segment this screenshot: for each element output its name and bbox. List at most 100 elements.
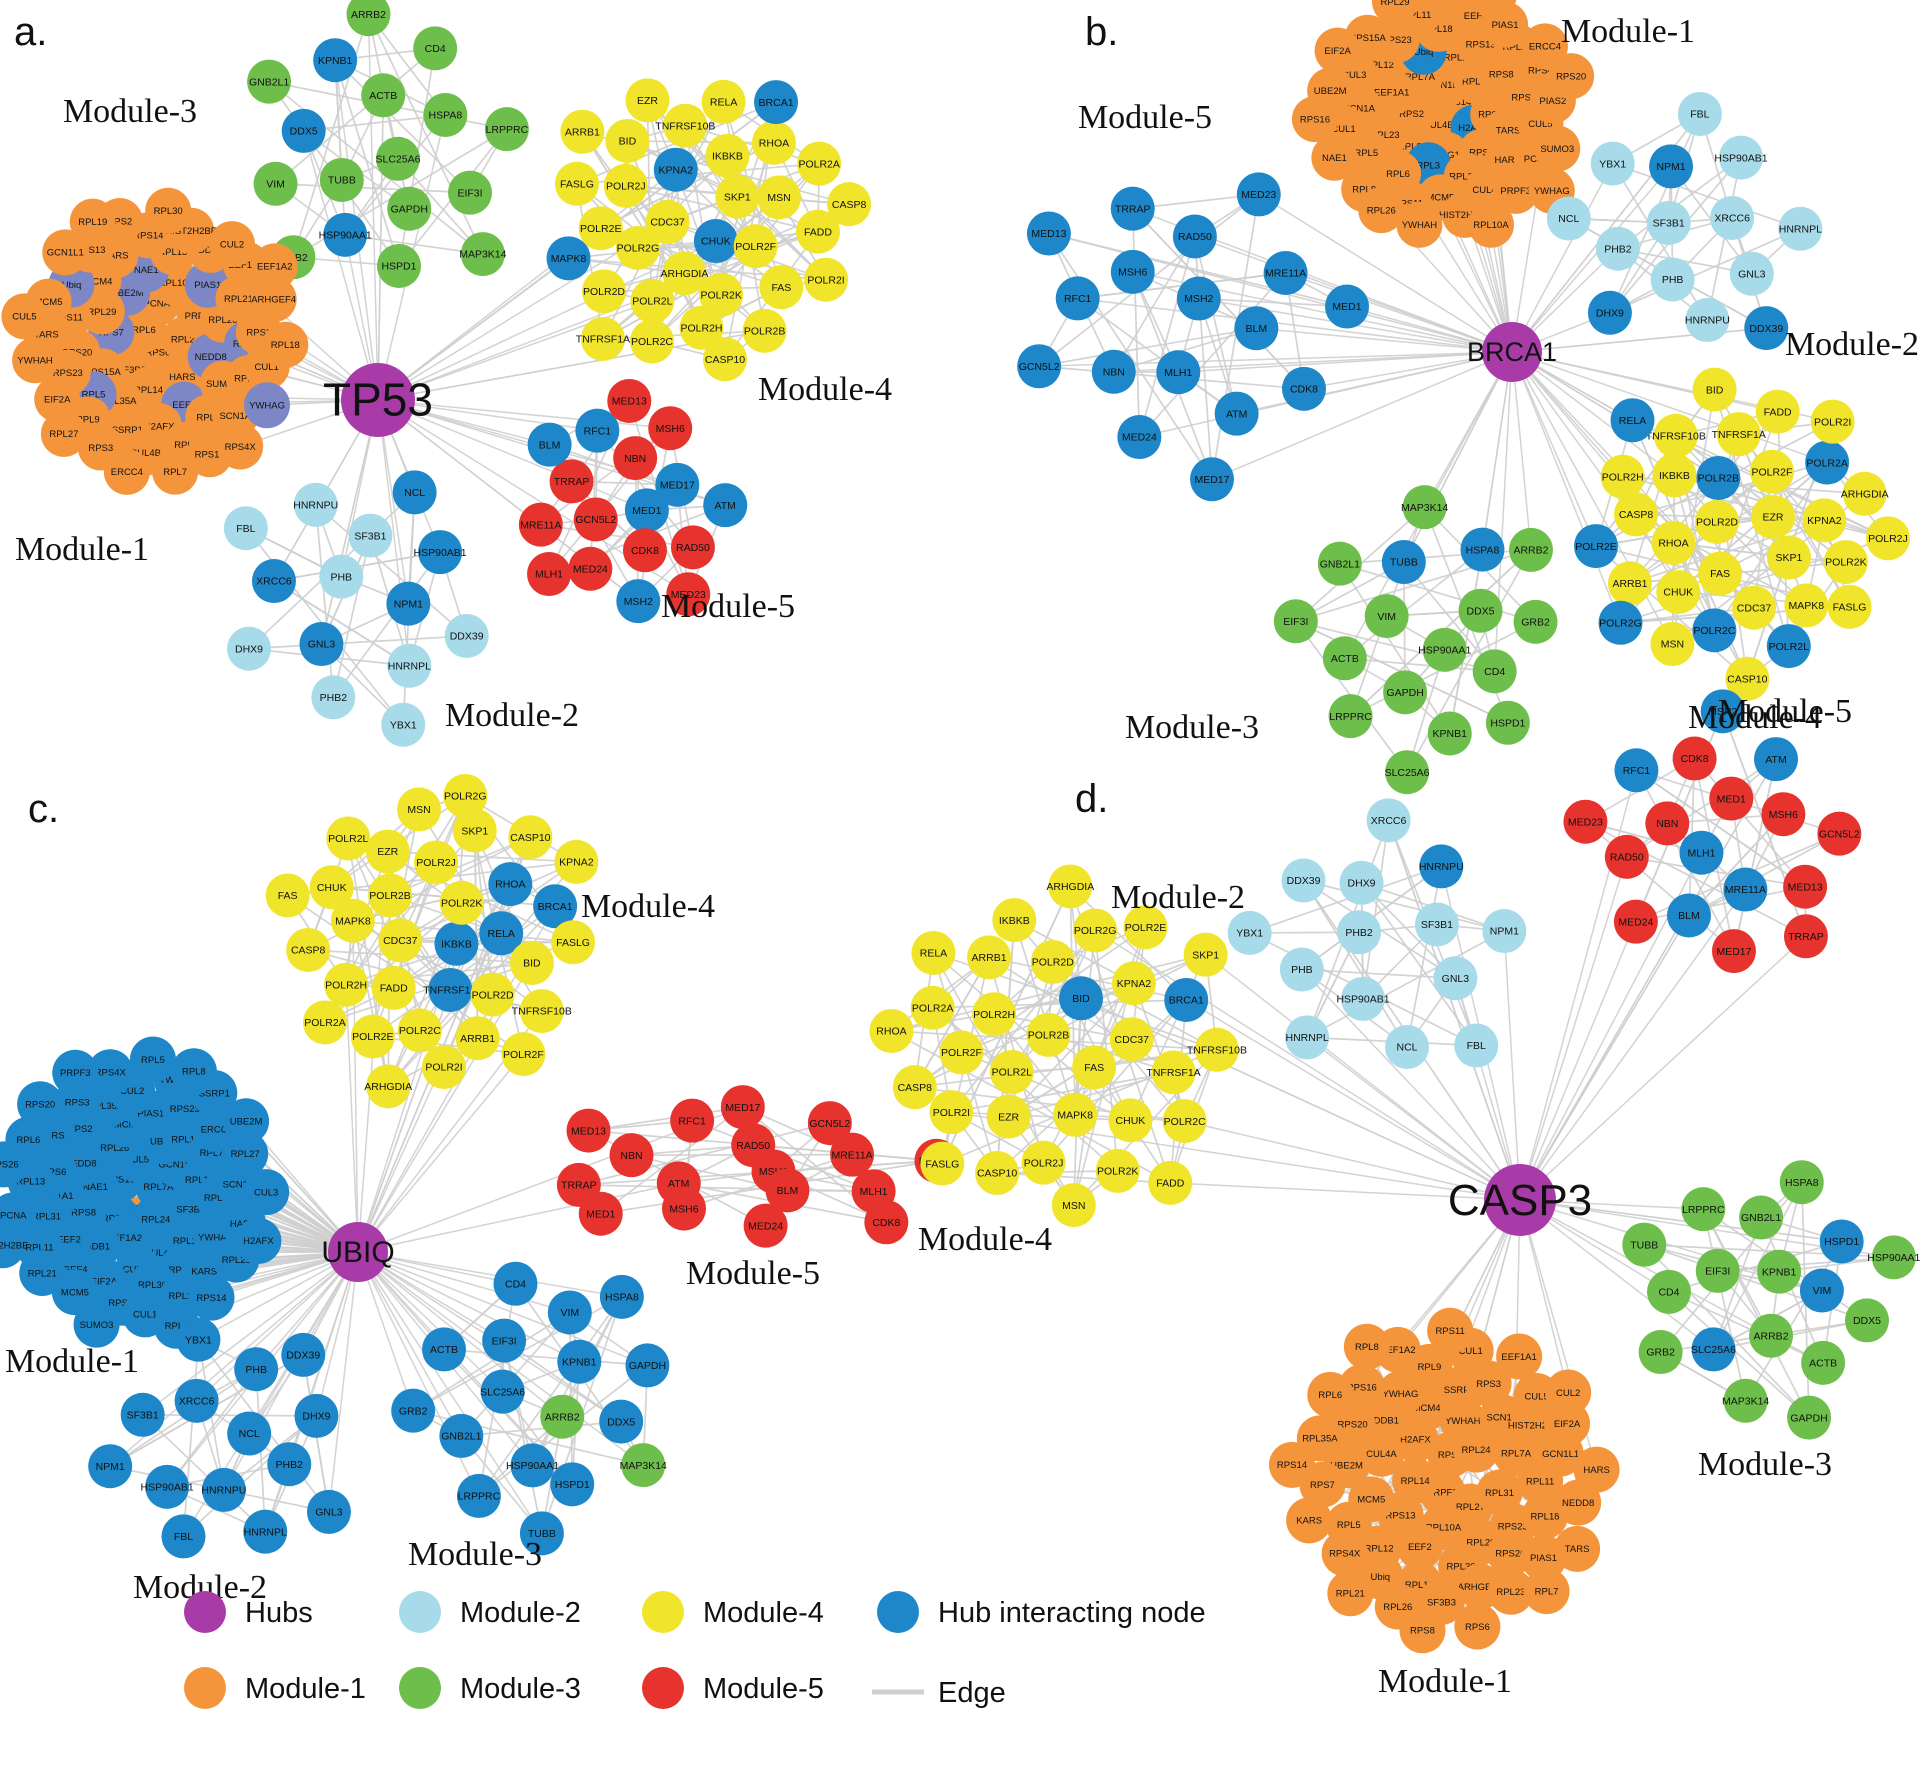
node-RPL30[interactable]: RPL30 <box>145 187 192 234</box>
node-GRB2[interactable]: GRB2 <box>391 1388 436 1433</box>
node-MED13[interactable]: MED13 <box>1026 211 1071 256</box>
node-KPNB1[interactable]: KPNB1 <box>313 38 358 83</box>
node-ACTB[interactable]: ACTB <box>361 73 406 118</box>
node-CASP8[interactable]: CASP8 <box>1614 492 1659 537</box>
node-MED17[interactable]: MED17 <box>720 1085 765 1130</box>
node-HSP90AB1[interactable]: HSP90AB1 <box>414 530 467 575</box>
node-DDX5[interactable]: DDX5 <box>599 1399 644 1444</box>
node-POLR2H[interactable]: POLR2H <box>324 962 369 1007</box>
node-POLR2K[interactable]: POLR2K <box>1095 1148 1140 1193</box>
node-TNFRSF10B[interactable]: TNFRSF10B <box>512 989 572 1034</box>
node-CDC37[interactable]: CDC37 <box>378 918 423 963</box>
node-IKBKB[interactable]: IKBKB <box>1652 453 1697 498</box>
node-PHB2[interactable]: PHB2 <box>1337 910 1382 955</box>
node-RAD50[interactable]: RAD50 <box>731 1123 776 1168</box>
node-CDK8[interactable]: CDK8 <box>622 528 667 573</box>
node-KPNA2[interactable]: KPNA2 <box>1802 498 1847 543</box>
node-GAPDH[interactable]: GAPDH <box>387 186 432 231</box>
node-RPL19[interactable]: RPL19 <box>69 198 116 245</box>
node-KARS[interactable]: KARS <box>1286 1497 1333 1544</box>
node-FASLG[interactable]: FASLG <box>551 920 596 965</box>
node-RELA[interactable]: RELA <box>1610 398 1655 443</box>
node-PHB[interactable]: PHB <box>1650 257 1695 302</box>
node-MAP3K14[interactable]: MAP3K14 <box>459 232 507 277</box>
node-RHOA[interactable]: RHOA <box>488 862 533 907</box>
node-POLR2F[interactable]: POLR2F <box>501 1032 546 1077</box>
node-NPM1[interactable]: NPM1 <box>88 1444 133 1489</box>
node-GCN5L2[interactable]: GCN5L2 <box>807 1101 852 1146</box>
node-MED24[interactable]: MED24 <box>1613 899 1658 944</box>
node-TRRAP[interactable]: TRRAP <box>1110 186 1155 231</box>
node-XRCC6[interactable]: XRCC6 <box>251 559 296 604</box>
node-MSH6[interactable]: MSH6 <box>648 406 693 451</box>
node-XRCC6[interactable]: XRCC6 <box>174 1378 219 1423</box>
node-YWHAH[interactable]: YWHAH <box>12 337 59 384</box>
node-POLR2C[interactable]: POLR2C <box>629 319 674 364</box>
node-RPL27[interactable]: RPL27 <box>40 410 87 457</box>
node-PHB[interactable]: PHB <box>1279 947 1324 992</box>
node-GCN5L2[interactable]: GCN5L2 <box>573 497 618 542</box>
node-POLR2L[interactable]: POLR2L <box>326 816 371 861</box>
node-MED23[interactable]: MED23 <box>1563 799 1608 844</box>
node-BID[interactable]: BID <box>1059 976 1104 1021</box>
node-DDX5[interactable]: DDX5 <box>1458 588 1503 633</box>
node-HNRNPL[interactable]: HNRNPL <box>1285 1015 1330 1060</box>
node-MED17[interactable]: MED17 <box>1189 457 1234 502</box>
node-EEF1A1[interactable]: EEF1A1 <box>1496 1333 1543 1380</box>
node-MED24[interactable]: MED24 <box>743 1203 788 1248</box>
node-CD4[interactable]: CD4 <box>1472 649 1517 694</box>
node-BLM[interactable]: BLM <box>1234 306 1279 351</box>
node-MLH1[interactable]: MLH1 <box>527 552 572 597</box>
node-GNB2L1[interactable]: GNB2L1 <box>439 1413 484 1458</box>
node-MED1[interactable]: MED1 <box>578 1191 623 1236</box>
node-CUL2[interactable]: CUL2 <box>208 221 255 268</box>
node-MED17[interactable]: MED17 <box>655 462 700 507</box>
node-POLR2D[interactable]: POLR2D <box>1030 940 1075 985</box>
node-BLM[interactable]: BLM <box>1666 893 1711 938</box>
node-EIF3I[interactable]: EIF3I <box>448 170 493 215</box>
node-GCN5L2[interactable]: GCN5L2 <box>1017 344 1062 389</box>
node-POLR2G[interactable]: POLR2G <box>1598 600 1643 645</box>
node-RPS6[interactable]: RPS6 <box>1454 1603 1501 1650</box>
node-RHOA[interactable]: RHOA <box>869 1008 914 1053</box>
node-MED23[interactable]: MED23 <box>1236 172 1281 217</box>
node-ACTB[interactable]: ACTB <box>1801 1340 1846 1385</box>
node-POLR2C[interactable]: POLR2C <box>397 1008 442 1053</box>
node-ARRB1[interactable]: ARRB1 <box>967 935 1012 980</box>
node-DHX9[interactable]: DHX9 <box>294 1393 339 1438</box>
node-MAP3K14[interactable]: MAP3K14 <box>1722 1378 1769 1423</box>
hub-CASP3[interactable]: CASP3 <box>1448 1164 1592 1236</box>
node-CDK8[interactable]: CDK8 <box>1281 366 1326 411</box>
node-POLR2J[interactable]: POLR2J <box>1865 516 1910 561</box>
node-ARRB1[interactable]: ARRB1 <box>455 1016 500 1061</box>
node-BLM[interactable]: BLM <box>527 422 572 467</box>
node-MED1[interactable]: MED1 <box>1709 776 1754 821</box>
node-NCL[interactable]: NCL <box>1546 196 1591 241</box>
node-MSH2[interactable]: MSH2 <box>616 579 661 624</box>
node-CASP8[interactable]: CASP8 <box>827 182 872 227</box>
node-MSH6[interactable]: MSH6 <box>1110 249 1155 294</box>
node-HSPD1[interactable]: HSPD1 <box>376 243 421 288</box>
node-PRPF3[interactable]: PRPF3 <box>52 1049 99 1096</box>
node-HSPD1[interactable]: HSPD1 <box>1485 700 1530 745</box>
node-MLH1[interactable]: MLH1 <box>1679 830 1724 875</box>
node-XRCC6[interactable]: XRCC6 <box>1366 798 1411 843</box>
node-POLR2H[interactable]: POLR2H <box>972 992 1017 1037</box>
node-HSP90AB1[interactable]: HSP90AB1 <box>1714 135 1768 180</box>
node-SF3B1[interactable]: SF3B1 <box>1646 200 1691 245</box>
node-YBX1[interactable]: YBX1 <box>176 1317 221 1362</box>
node-RPL18[interactable]: RPL18 <box>262 321 309 368</box>
node-LRPPRC[interactable]: LRPPRC <box>1681 1187 1726 1232</box>
node-POLR2B[interactable]: POLR2B <box>1696 455 1741 500</box>
node-POLR2G[interactable]: POLR2G <box>443 773 488 818</box>
node-HARS[interactable]: HARS <box>1573 1446 1620 1493</box>
node-PHB[interactable]: PHB <box>234 1347 279 1392</box>
node-GRB2[interactable]: GRB2 <box>1638 1330 1683 1375</box>
node-BID[interactable]: BID <box>605 118 650 163</box>
node-ARRB2[interactable]: ARRB2 <box>1508 527 1553 572</box>
node-KPNB1[interactable]: KPNB1 <box>557 1339 602 1384</box>
node-POLR2J[interactable]: POLR2J <box>1021 1140 1066 1185</box>
node-RPL26[interactable]: RPL26 <box>1358 187 1405 234</box>
node-SKP1[interactable]: SKP1 <box>715 174 760 219</box>
node-MAPK8[interactable]: MAPK8 <box>1784 583 1829 628</box>
